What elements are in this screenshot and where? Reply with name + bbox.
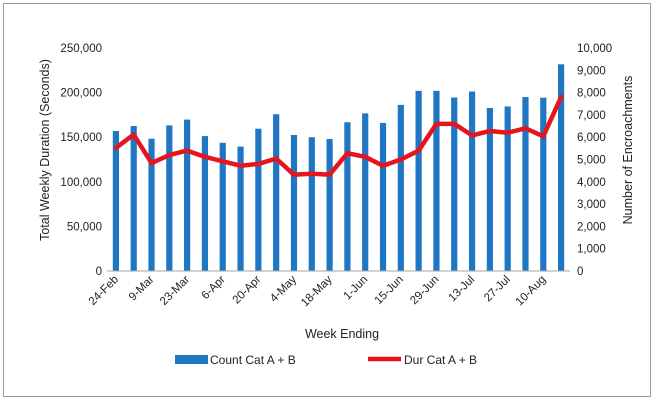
x-tick-label: 18-May — [299, 273, 335, 309]
bar — [112, 130, 119, 271]
right-tick-label: 0 — [577, 266, 583, 278]
x-tick-label: 6-Apr — [199, 274, 227, 302]
bar — [415, 90, 422, 271]
bar — [344, 122, 351, 271]
right-axis-ticks: 0 1,000 2,000 3,000 4,000 5,000 6,000 7,000 8,00… — [577, 43, 612, 278]
x-tick-label: 15-Jun — [373, 274, 406, 307]
x-axis-ticks: 24-Feb 9-Mar 23-Mar 6-Apr 20-Apr 4-May 18-May 1… — [87, 273, 549, 309]
left-axis-ticks: 0 50,000 100,000 150,000 200,000 250,000 — [60, 43, 102, 278]
x-tick-label: 4-May — [268, 273, 299, 304]
x-tick-label: 1-Jun — [341, 274, 370, 303]
right-tick-label: 9,000 — [577, 65, 606, 77]
bar — [237, 146, 244, 271]
left-axis-title: Total Weekly Duration (Seconds) — [38, 59, 52, 241]
chart-frame: 0 50,000 100,000 150,000 200,000 250,000 0 1,0… — [3, 3, 651, 397]
right-tick-label: 4,000 — [577, 177, 606, 189]
legend-count-label: Count Cat A + B — [210, 353, 296, 367]
bar — [540, 97, 547, 271]
right-tick-label: 1,000 — [577, 244, 606, 256]
x-tick-label: 10-Aug — [514, 274, 549, 309]
right-tick-label: 2,000 — [577, 221, 606, 233]
bar — [326, 138, 333, 271]
x-tick-label: 23-Mar — [158, 274, 192, 308]
x-tick-label: 20-Apr — [231, 274, 264, 307]
left-tick-label: 100,000 — [60, 177, 102, 189]
right-tick-label: 10,000 — [577, 43, 612, 55]
left-tick-label: 0 — [96, 266, 102, 278]
legend-duration-label: Dur Cat A + B — [404, 353, 477, 367]
right-axis-title: Number of Encroachments — [621, 76, 635, 225]
bar — [273, 114, 280, 271]
x-tick-label: 29-Jun — [408, 274, 441, 307]
legend-count-swatch — [175, 355, 208, 364]
right-tick-label: 3,000 — [577, 199, 606, 211]
bar-series — [112, 64, 565, 272]
bar — [130, 126, 137, 271]
bar — [504, 106, 511, 272]
left-tick-label: 200,000 — [60, 88, 102, 100]
x-axis-title: Week Ending — [305, 327, 379, 341]
chart-svg: 0 50,000 100,000 150,000 200,000 250,000 0 1,0… — [38, 43, 635, 367]
bar — [379, 122, 387, 272]
bar — [362, 113, 369, 271]
x-tick-label: 24-Feb — [87, 274, 121, 308]
bar — [308, 137, 315, 271]
bar — [468, 91, 476, 271]
bar — [486, 107, 493, 272]
bar — [290, 134, 298, 271]
x-tick-label: 9-Mar — [127, 274, 157, 304]
bar — [184, 119, 191, 271]
bar — [148, 138, 155, 271]
left-tick-label: 250,000 — [60, 43, 102, 55]
bar — [219, 142, 226, 271]
right-tick-label: 6,000 — [577, 132, 606, 144]
bar — [433, 90, 440, 271]
right-tick-label: 7,000 — [577, 110, 606, 122]
bar — [558, 64, 565, 271]
x-tick-label: 27-Jul — [482, 274, 513, 305]
bar — [397, 104, 404, 272]
right-tick-label: 8,000 — [577, 88, 606, 100]
legend: Count Cat A + B Dur Cat A + B — [175, 353, 477, 367]
bar — [522, 97, 529, 271]
bar — [255, 128, 262, 271]
right-tick-label: 5,000 — [577, 155, 606, 167]
bar — [166, 125, 173, 271]
duration-line — [113, 94, 564, 177]
x-tick-label: 13-Jul — [447, 274, 478, 305]
left-tick-label: 150,000 — [60, 132, 102, 144]
bar — [201, 136, 209, 271]
bar — [451, 97, 458, 271]
left-tick-label: 50,000 — [67, 221, 102, 233]
